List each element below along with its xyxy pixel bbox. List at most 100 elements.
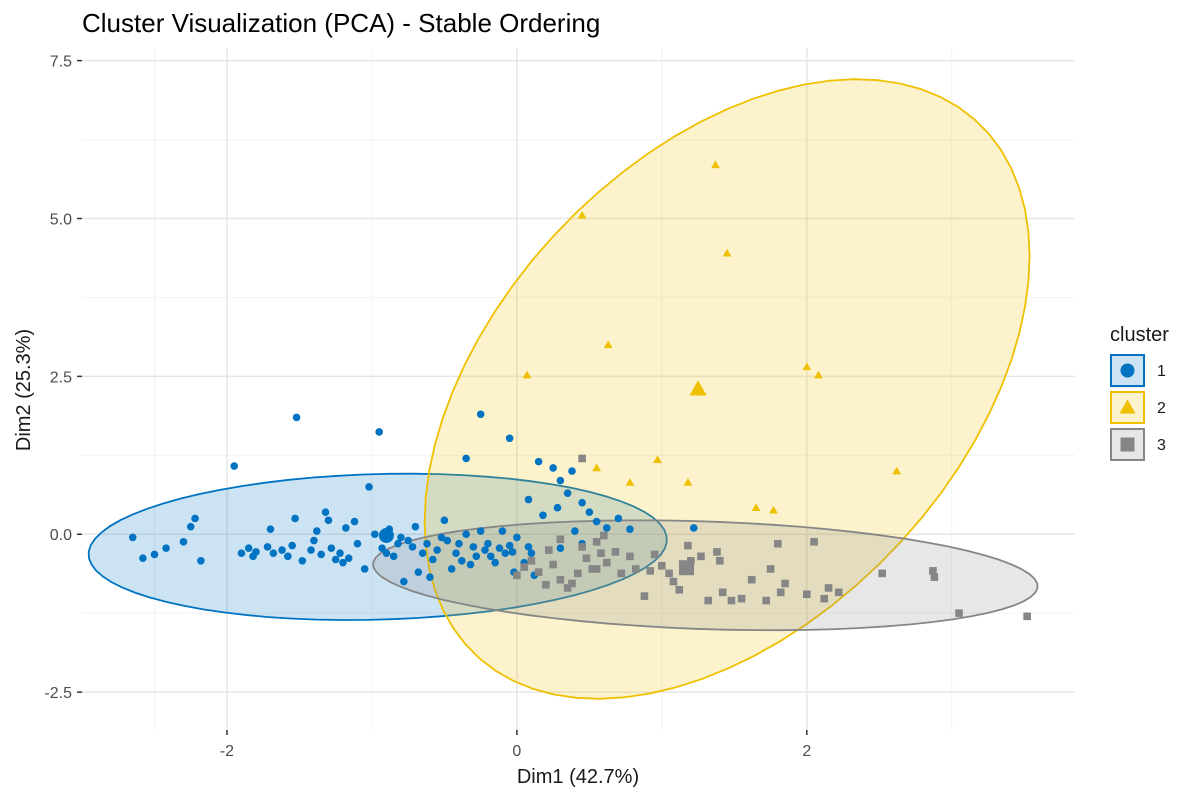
point-cluster-1	[563, 489, 572, 497]
legend-item-1: 1	[1110, 354, 1166, 387]
point-cluster-1	[462, 530, 470, 539]
point-cluster-1	[491, 558, 499, 567]
point-cluster-1	[331, 555, 340, 564]
point-cluster-1	[411, 522, 420, 531]
point-cluster-3	[737, 594, 746, 603]
point-cluster-1	[310, 536, 318, 545]
point-cluster-2	[577, 210, 587, 219]
point-cluster-3	[646, 567, 655, 575]
point-cluster-1	[350, 517, 359, 526]
point-cluster-3	[556, 535, 565, 544]
point-cluster-1	[553, 503, 562, 512]
point-cluster-1	[397, 533, 405, 542]
legend-label: 3	[1157, 437, 1166, 454]
legend-title: cluster	[1110, 324, 1169, 346]
point-cluster-3	[611, 548, 620, 556]
point-cluster-3	[684, 541, 692, 550]
ellipse-cluster-2	[423, 78, 1031, 700]
point-cluster-1	[455, 539, 463, 548]
point-cluster-2	[603, 340, 613, 349]
point-cluster-1	[602, 524, 611, 532]
point-cluster-3	[747, 575, 756, 584]
legend-symbol-3	[1120, 437, 1135, 452]
point-cluster-2	[711, 160, 720, 169]
point-cluster-1	[400, 577, 408, 586]
point-cluster-1	[429, 555, 437, 564]
point-cluster-1	[539, 511, 547, 520]
point-cluster-1	[556, 544, 565, 552]
point-cluster-1	[321, 508, 330, 516]
point-cluster-1	[404, 536, 412, 545]
point-cluster-3	[930, 573, 939, 581]
point-cluster-2	[751, 503, 761, 511]
point-cluster-1	[452, 549, 460, 557]
point-cluster-1	[353, 539, 362, 548]
point-cluster-1	[418, 549, 427, 557]
point-cluster-1	[501, 549, 510, 557]
point-cluster-3	[878, 569, 886, 578]
legend-item-2: 2	[1110, 391, 1166, 424]
point-cluster-3	[704, 596, 713, 605]
point-cluster-2	[722, 248, 732, 257]
legend: cluster 1 2 3	[1110, 324, 1169, 461]
point-cluster-3	[582, 554, 591, 563]
point-cluster-3	[592, 565, 601, 573]
point-cluster-1	[342, 524, 350, 532]
point-cluster-1	[437, 533, 446, 542]
point-cluster-1	[307, 546, 315, 554]
legend-symbol-1	[1120, 363, 1135, 378]
cluster-centroids	[378, 380, 707, 576]
y-tick-label: 7.5	[50, 54, 72, 71]
data-points	[128, 160, 1031, 621]
point-cluster-1	[513, 533, 521, 542]
point-cluster-1	[186, 522, 195, 531]
point-cluster-1	[578, 498, 586, 507]
point-cluster-1	[447, 565, 456, 573]
point-cluster-3	[776, 588, 785, 597]
point-cluster-3	[834, 588, 843, 597]
point-cluster-1	[230, 462, 239, 470]
chart-title: Cluster Visualization (PCA) - Stable Ord…	[82, 8, 600, 38]
point-cluster-1	[458, 556, 466, 565]
point-cluster-1	[284, 552, 292, 561]
point-cluster-3	[568, 579, 576, 588]
point-cluster-3	[781, 579, 789, 588]
point-cluster-1	[462, 454, 470, 463]
point-cluster-1	[324, 516, 333, 525]
point-cluster-3	[549, 560, 557, 569]
point-cluster-1	[291, 514, 299, 523]
y-tick-label: -2.5	[44, 685, 72, 702]
point-cluster-1	[443, 536, 452, 545]
point-cluster-1	[394, 539, 402, 548]
point-cluster-3	[544, 546, 553, 554]
point-cluster-2	[802, 362, 812, 371]
point-cluster-1	[298, 556, 307, 565]
point-cluster-3	[718, 588, 727, 597]
point-cluster-1	[568, 467, 576, 475]
point-cluster-1	[498, 527, 507, 535]
point-cluster-1	[592, 517, 601, 526]
x-tick-label: 2	[802, 743, 811, 760]
point-cluster-1	[191, 514, 199, 523]
point-cluster-1	[375, 428, 383, 436]
point-cluster-3	[597, 549, 605, 557]
point-cluster-2	[592, 463, 601, 472]
point-cluster-1	[524, 543, 533, 551]
point-cluster-1	[414, 568, 423, 576]
point-cluster-1	[476, 410, 485, 419]
point-cluster-3	[527, 556, 536, 565]
point-cluster-2	[653, 455, 662, 464]
point-cluster-1	[266, 525, 275, 533]
point-cluster-3	[658, 562, 666, 570]
point-cluster-3	[542, 580, 550, 589]
point-cluster-1	[440, 516, 449, 525]
point-cluster-3	[929, 567, 937, 575]
point-cluster-3	[716, 556, 724, 565]
point-cluster-1	[150, 550, 159, 559]
point-cluster-1	[466, 560, 475, 569]
point-cluster-3	[617, 569, 626, 578]
point-cluster-1	[571, 527, 579, 535]
point-cluster-1	[313, 527, 321, 535]
centroid-cluster-2	[689, 380, 707, 396]
point-cluster-3	[669, 577, 678, 586]
